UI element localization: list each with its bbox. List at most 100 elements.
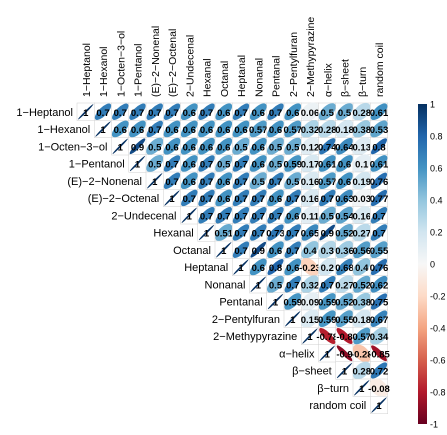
cell-ellipse [300,154,320,173]
cell-value: 1 [238,263,244,274]
cell-value: 1 [290,315,296,326]
cell-ellipse [335,275,354,294]
cell-ellipse [353,275,371,293]
row-label: Hexanal [153,228,193,240]
cell-value: 0.6 [269,246,282,257]
cell-ellipse [319,345,335,361]
cell-value: 0.7 [286,194,299,205]
cell-value: 0.5 [269,160,283,171]
cell-value: 0.7 [269,211,282,222]
cell-value: 0.6 [114,125,127,136]
cell-ellipse [232,241,250,258]
cell-ellipse [300,292,320,311]
cell-ellipse [284,224,301,241]
cell-ellipse [370,293,388,310]
cell-value: -0.08 [368,384,390,395]
cell-value: 0.16 [301,177,320,188]
cell-ellipse [250,224,267,241]
cell-value: 0.9 [131,142,144,153]
cell-value: 0.27 [353,229,372,240]
cell-value: 0.5 [269,280,283,291]
cell-value: 0.74 [318,142,337,153]
cell-value: 0.6 [183,160,196,171]
cell-ellipse [318,103,336,121]
cell-ellipse [318,172,336,190]
cell-ellipse [267,241,284,259]
cell-value: 0.9 [321,229,334,240]
cell-value: -0.78 [316,332,338,343]
cell-value: 0.7 [165,160,178,171]
cell-value: 1 [359,384,365,395]
cell-ellipse [284,258,302,276]
colorbar-tick-label: 0.8 [430,132,443,142]
cell-ellipse [163,103,181,120]
colorbar-tick-label: -0.4 [430,324,446,334]
row-label: 1−Hexanol [37,124,90,136]
cell-ellipse [198,120,215,138]
cell-value: 0.7 [234,229,247,240]
cell-ellipse [336,206,353,224]
cell-value: 0.7 [234,108,247,119]
cell-value: 0.7 [200,160,213,171]
col-label: β−sheet [340,59,352,97]
colorbar-tick-label: -0.6 [430,356,446,366]
cell-value: 0.5 [217,160,231,171]
cell-value: 0.28 [318,125,337,136]
cell-value: -0.28 [351,349,373,360]
cell-ellipse [336,258,353,276]
cell-ellipse [300,188,320,208]
cell-value: 0.61 [370,108,389,119]
cell-value: 0.18 [335,125,354,136]
cell-value: 0.7 [234,160,247,171]
cell-ellipse [181,189,198,207]
cell-value: 0.75 [370,298,389,309]
col-label: 2−Pentylfuran [288,32,300,97]
cell-value: 1 [118,142,124,153]
cell-value: 0.5 [321,108,335,119]
cell-value: 0.6 [200,142,213,153]
cell-ellipse [215,223,233,242]
cell-ellipse [267,172,284,189]
colorbar-tick-label: -0.2 [430,292,446,302]
col-label: Hexanal [202,58,214,97]
cell-ellipse [370,120,388,138]
cell-ellipse [284,120,302,138]
cell-ellipse [284,241,301,258]
cell-ellipse [371,345,387,362]
cell-ellipse [336,172,353,190]
cell-value: 0.5 [148,142,162,153]
cell-ellipse [180,172,198,190]
cell-ellipse [284,103,302,121]
cell-value: 1 [256,280,262,291]
cell-ellipse [163,120,181,138]
cell-ellipse [232,224,250,241]
cell-value: 1 [273,298,279,309]
cell-value: 0.28 [353,108,372,119]
cell-value: 0.7 [234,177,247,188]
cell-value: 0.18 [353,315,372,326]
cell-value: 0.57 [353,332,372,343]
cell-value: 0.4 [355,263,369,274]
row-label: 1−Pentanol [69,159,125,171]
cell-ellipse [319,224,336,241]
cell-value: 0.7 [252,229,265,240]
cell-value: 0.5 [321,211,335,222]
cell-value: 0.6 [183,125,196,136]
cell-value: 0.6 [200,125,213,136]
cell-ellipse [335,119,354,139]
col-label: 1−Pentanol [133,44,145,97]
colorbar-tick-label: -1 [430,420,438,430]
cell-ellipse [215,189,233,207]
cell-ellipse [112,103,129,120]
cell-value: 0.7 [114,108,127,119]
cell-value: 0.32 [301,125,320,136]
cell-value: 0.5 [234,142,248,153]
cell-ellipse [301,224,319,241]
cell-value: 0.7 [200,211,213,222]
cell-value: 0.59 [284,160,303,171]
cell-value: 0.76 [370,177,389,188]
cell-value: 0.7 [286,280,299,291]
cell-ellipse [250,207,267,224]
cell-ellipse [250,189,267,207]
cell-value: 0.7 [96,108,109,119]
